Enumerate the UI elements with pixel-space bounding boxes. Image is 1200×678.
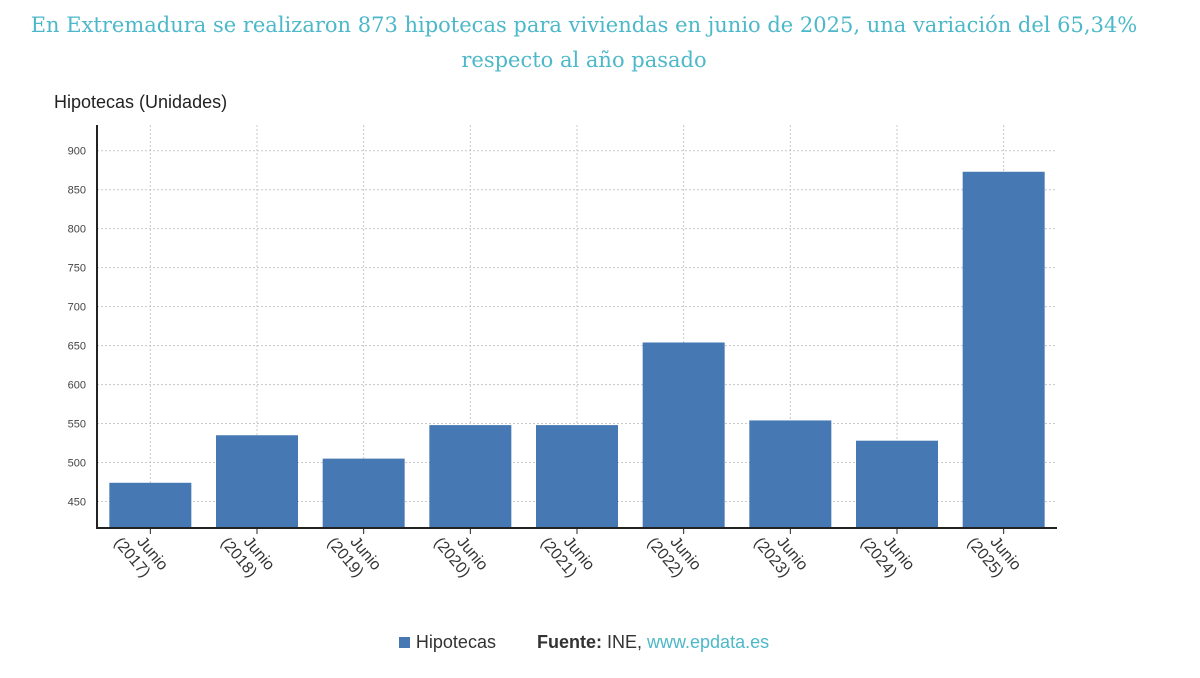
y-tick-label: 700 [68,302,86,314]
y-tick-label: 450 [68,496,86,508]
x-tick-label: Junio(2022) [644,523,704,586]
x-tick-label: Junio(2019) [324,523,384,586]
x-tick-label: Junio(2020) [430,523,490,586]
grid-lines [97,125,1057,528]
bar[interactable] [109,482,192,528]
x-tick-label: Junio(2023) [750,523,810,586]
bar[interactable] [536,425,618,528]
chart-title-line-1: En Extremadura se realizaron 873 hipotec… [30,13,1138,37]
y-tick-label: 500 [68,458,86,470]
chart-title-line-2: respecto al año pasado [461,48,707,72]
x-tick-label: Junio(2025) [964,523,1024,586]
source-link[interactable]: www.epdata.es [647,632,770,652]
legend: Hipotecas Fuente: INE, www.epdata.es [0,632,1168,653]
bar[interactable] [642,342,725,528]
y-tick-label: 800 [68,224,86,236]
y-tick-label: 600 [68,380,86,392]
bar[interactable] [962,171,1045,528]
bar[interactable] [216,435,298,528]
x-tick-labels: Junio(2017) Junio(2018) Junio(2019) Junio(2… [110,523,1024,586]
legend-series-name: Hipotecas [415,632,496,652]
x-tick-label: Junio(2021) [537,523,597,586]
y-axis-label: Hipotecas (Unidades) [54,92,228,112]
bar[interactable] [429,425,512,528]
bar[interactable] [322,458,405,528]
axes [96,125,1057,534]
x-tick-label: Junio(2018) [217,523,277,586]
source-label: Fuente: [536,632,602,652]
x-tick-label: Junio(2017) [110,523,170,586]
bar[interactable] [749,420,832,528]
y-tick-label: 650 [68,341,86,353]
source-value: INE, [606,632,642,652]
y-tick-label: 550 [68,419,86,431]
y-tick-label: 850 [68,185,86,197]
x-tick-label: Junio(2024) [857,523,917,586]
y-tick-label: 750 [68,263,86,275]
bars [109,171,1045,528]
y-tick-labels: 450 500 550 600 650 700 750 800 850 900 [68,146,86,509]
chart-title: En Extremadura se realizaron 873 hipotec… [0,8,1168,78]
legend-swatch [398,637,410,648]
y-tick-label: 900 [68,146,86,158]
bar[interactable] [856,440,938,528]
